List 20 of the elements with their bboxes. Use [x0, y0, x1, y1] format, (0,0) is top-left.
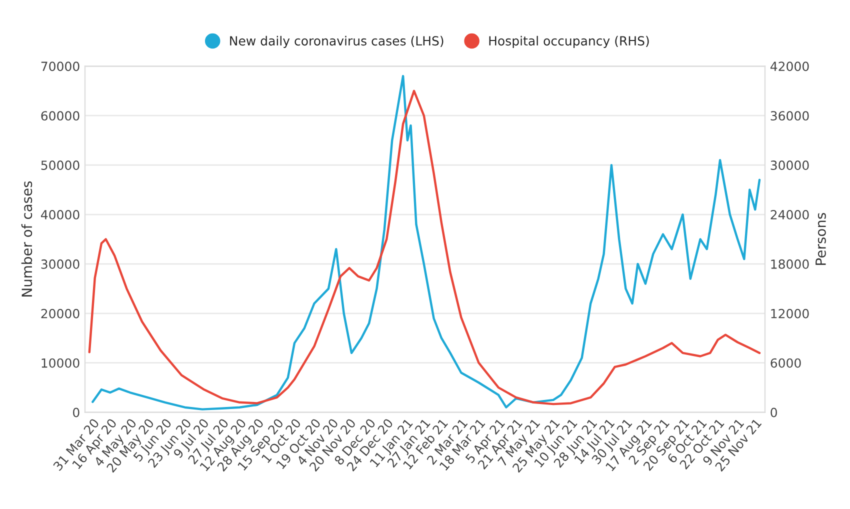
y2-tick-label: 12000: [771, 308, 809, 318]
y2-tick-label: 18000: [771, 259, 809, 269]
y2-tick-label: 30000: [770, 160, 809, 170]
y-tick-label: 30000: [41, 259, 80, 269]
y2-tick-label: 24000: [770, 210, 809, 220]
y-tick-label: 50000: [41, 160, 80, 170]
y2-tick-label: 0: [770, 408, 777, 418]
y-tick-label: 10000: [42, 358, 80, 368]
y2-tick-label: 42000: [770, 62, 809, 72]
y-tick-label: 40000: [40, 210, 80, 220]
legend-label: Hospital occupancy (RHS): [489, 36, 649, 48]
y-axis-title: Number of cases: [21, 181, 32, 296]
y-tick-label: 20000: [41, 308, 80, 318]
y2-axis-title: Persons: [816, 212, 826, 265]
legend-label: New daily coronavirus cases (LHS): [230, 36, 444, 48]
y-tick-label: 70000: [41, 62, 80, 72]
y2-tick-label: 36000: [770, 111, 809, 121]
y-tick-label: 0: [73, 408, 80, 418]
y2-tick-label: 6000: [770, 358, 801, 368]
y-tick-label: 60000: [41, 111, 80, 121]
